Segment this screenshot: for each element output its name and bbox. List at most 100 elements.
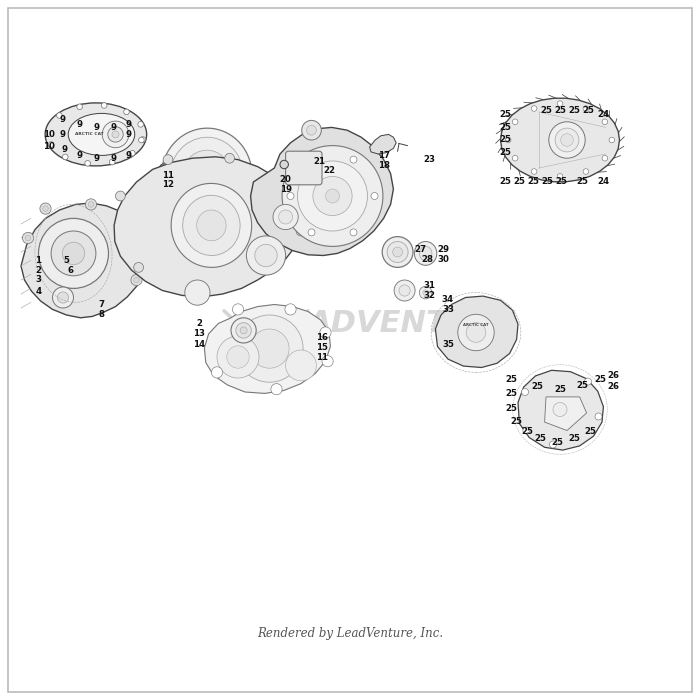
Text: 30: 30 (438, 255, 449, 263)
Polygon shape (204, 304, 330, 393)
Polygon shape (370, 134, 396, 154)
Ellipse shape (423, 290, 428, 295)
Circle shape (185, 280, 210, 305)
Text: ADVENTURE: ADVENTURE (308, 309, 517, 338)
Ellipse shape (108, 127, 123, 142)
Polygon shape (500, 98, 620, 182)
Ellipse shape (387, 241, 408, 262)
Text: 9: 9 (126, 151, 132, 160)
Text: 25: 25 (585, 427, 596, 435)
Circle shape (279, 210, 293, 224)
Text: 6: 6 (67, 266, 73, 274)
Circle shape (458, 314, 494, 351)
Circle shape (531, 106, 537, 111)
Ellipse shape (419, 286, 432, 299)
Text: 2: 2 (36, 266, 41, 274)
Text: 5: 5 (64, 256, 69, 265)
Ellipse shape (393, 247, 402, 257)
Text: 9: 9 (126, 130, 132, 139)
Text: 9: 9 (94, 154, 99, 162)
Circle shape (131, 274, 142, 286)
Text: 12: 12 (162, 181, 174, 189)
Text: 15: 15 (316, 343, 328, 351)
Circle shape (138, 243, 149, 254)
Text: 3: 3 (36, 276, 41, 284)
Text: 27: 27 (414, 245, 426, 253)
Text: 16: 16 (316, 333, 328, 342)
Circle shape (51, 231, 96, 276)
Ellipse shape (69, 113, 134, 155)
Text: 34: 34 (442, 295, 454, 304)
Circle shape (609, 137, 615, 143)
Text: 25: 25 (528, 178, 539, 186)
Circle shape (127, 218, 132, 223)
Circle shape (466, 323, 486, 342)
Ellipse shape (102, 121, 129, 148)
Text: Rendered by LeadVenture, Inc.: Rendered by LeadVenture, Inc. (257, 627, 443, 640)
Text: 11: 11 (316, 353, 328, 361)
Ellipse shape (183, 195, 240, 256)
Ellipse shape (549, 122, 585, 158)
Text: 28: 28 (421, 255, 433, 263)
Text: 26: 26 (607, 371, 620, 379)
Text: 11: 11 (162, 171, 174, 179)
Polygon shape (545, 397, 587, 430)
Text: 25: 25 (505, 389, 517, 398)
Ellipse shape (553, 402, 567, 416)
Circle shape (602, 119, 608, 125)
Text: 20: 20 (280, 175, 291, 183)
Text: 32: 32 (424, 291, 436, 300)
Circle shape (217, 336, 259, 378)
Circle shape (62, 154, 68, 160)
Text: 19: 19 (279, 185, 292, 193)
Circle shape (160, 164, 168, 172)
Circle shape (557, 101, 563, 106)
Text: 25: 25 (568, 106, 580, 115)
Circle shape (85, 160, 90, 166)
Circle shape (550, 441, 556, 448)
Text: 4: 4 (36, 288, 41, 296)
Ellipse shape (231, 318, 256, 343)
Text: 25: 25 (568, 434, 580, 442)
Text: 35: 35 (442, 340, 454, 349)
Circle shape (307, 125, 316, 135)
Text: 25: 25 (554, 385, 566, 393)
Circle shape (124, 215, 135, 226)
Text: 25: 25 (522, 427, 533, 435)
Text: 25: 25 (505, 375, 517, 384)
Text: 25: 25 (595, 375, 606, 384)
Circle shape (211, 367, 223, 378)
Circle shape (140, 136, 146, 142)
Ellipse shape (169, 137, 244, 216)
Ellipse shape (112, 131, 119, 138)
Text: 9: 9 (60, 130, 66, 139)
Circle shape (350, 229, 357, 236)
Text: 24: 24 (597, 111, 610, 119)
Text: 25: 25 (556, 178, 567, 186)
Text: 31: 31 (424, 281, 436, 290)
Text: ARCTIC CAT: ARCTIC CAT (75, 132, 103, 137)
Text: 9: 9 (62, 146, 67, 154)
Circle shape (38, 218, 108, 288)
Ellipse shape (561, 134, 573, 146)
Circle shape (102, 103, 107, 108)
Circle shape (320, 327, 331, 338)
Text: 25: 25 (500, 148, 511, 157)
Circle shape (273, 204, 298, 230)
Ellipse shape (414, 241, 437, 265)
Circle shape (322, 356, 333, 367)
Circle shape (139, 137, 144, 143)
Text: 25: 25 (552, 438, 563, 447)
Circle shape (371, 193, 378, 200)
Circle shape (282, 146, 383, 246)
Circle shape (313, 176, 352, 216)
Circle shape (602, 155, 608, 161)
Circle shape (163, 155, 173, 164)
Ellipse shape (382, 237, 413, 267)
Circle shape (141, 246, 146, 251)
Text: 22: 22 (323, 167, 335, 175)
Circle shape (116, 191, 125, 201)
Circle shape (286, 184, 295, 194)
Ellipse shape (171, 183, 252, 267)
Text: 25: 25 (577, 178, 588, 186)
